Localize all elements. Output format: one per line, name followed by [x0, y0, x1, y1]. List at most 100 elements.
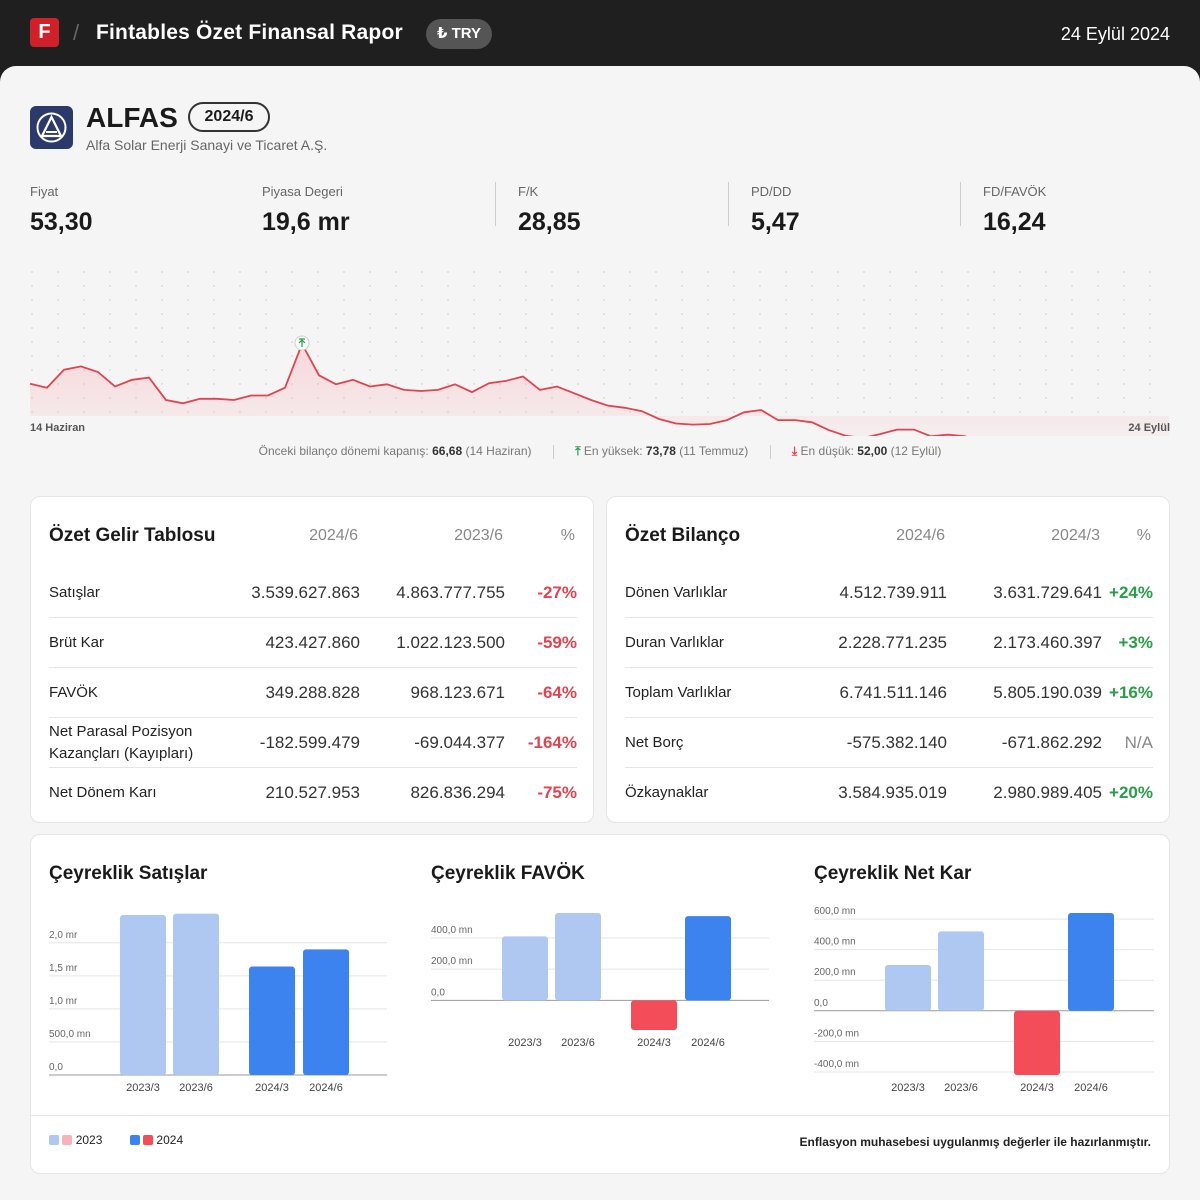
grid-dot: [473, 285, 475, 287]
grid-dot: [889, 383, 891, 385]
metric-value: 28,85: [518, 208, 581, 236]
bar[interactable]: [120, 914, 166, 1075]
quarterly-sales-chart[interactable]: 0,0 500,0 mn 1,0 mr 1,5 mr 2,0 mr 2023/3 2023/…: [49, 905, 394, 1100]
grid-dot: [863, 299, 865, 301]
bar[interactable]: [631, 1000, 677, 1030]
grid-dot: [395, 299, 397, 301]
high-marker[interactable]: [294, 335, 310, 351]
company-logo: [30, 106, 73, 149]
table-row: Duran Varlıklar 2.228.771.235 2.173.460.…: [625, 618, 1153, 668]
row-value-current: 2.228.771.235: [838, 633, 947, 652]
grid-dot: [187, 355, 189, 357]
grid-dot: [863, 411, 865, 413]
grid-dot: [811, 285, 813, 287]
grid-dot: [161, 369, 163, 371]
grid-dot: [57, 299, 59, 301]
grid-dot: [707, 341, 709, 343]
grid-dot: [1149, 369, 1151, 371]
grid-dot: [265, 271, 267, 273]
grid-dot: [1149, 285, 1151, 287]
grid-dot: [993, 327, 995, 329]
grid-dot: [577, 313, 579, 315]
bar[interactable]: [173, 913, 219, 1075]
grid-dot: [915, 397, 917, 399]
arrow-up-icon: ⤒: [575, 444, 581, 458]
bar[interactable]: [303, 949, 349, 1075]
grid-dot: [655, 327, 657, 329]
bar[interactable]: [938, 931, 984, 1011]
grid-dot: [629, 285, 631, 287]
grid-dot: [551, 285, 553, 287]
grid-dot: [83, 341, 85, 343]
row-change: -75%: [537, 783, 577, 802]
price-line-chart[interactable]: [28, 266, 1173, 436]
grid-dot: [1019, 299, 1021, 301]
fintables-logo[interactable]: F: [30, 18, 59, 47]
grid-dot: [681, 285, 683, 287]
grid-dot: [109, 285, 111, 287]
row-value-current: 3.539.627.863: [251, 583, 360, 602]
grid-dot: [447, 271, 449, 273]
grid-dot: [993, 383, 995, 385]
grid-dot: [1123, 397, 1125, 399]
prev-close-date: (14 Haziran): [465, 444, 532, 458]
grid-dot: [811, 397, 813, 399]
metric-divider: [495, 182, 496, 226]
bar[interactable]: [1014, 1010, 1060, 1075]
grid-dot: [915, 313, 917, 315]
quarterly-ebitda-chart[interactable]: 0,0 200,0 mn 400,0 mn 2023/3 2023/6 2024/3 202…: [431, 905, 776, 1100]
grid-dot: [733, 411, 735, 413]
grid-dot: [759, 271, 761, 273]
grid-dot: [785, 383, 787, 385]
grid-dot: [31, 299, 33, 301]
legend-label-2023: 2023: [75, 1133, 103, 1147]
grid-dot: [291, 327, 293, 329]
grid-dot: [291, 285, 293, 287]
grid-dot: [1123, 369, 1125, 371]
grid-dot: [577, 355, 579, 357]
row-value-previous: -69.044.377: [414, 733, 505, 752]
grid-dot: [577, 383, 579, 385]
grid-dot: [343, 285, 345, 287]
top-bar: F / Fintables Özet Finansal Rapor ₺ TRY …: [0, 0, 1200, 66]
grid-dot: [31, 341, 33, 343]
x-tick-label: 2024/6: [691, 1037, 725, 1049]
metric-ev-ebitda: FD/FAVÖK 16,24: [983, 184, 1046, 237]
grid-dot: [1019, 313, 1021, 315]
grid-dot: [395, 313, 397, 315]
row-change: +24%: [1109, 583, 1153, 602]
period-badge: 2024/6: [188, 102, 270, 132]
quarterly-net-profit-chart[interactable]: -400,0 mn -200,0 mn 0,0 200,0 mn 400,0 mn 600…: [814, 905, 1159, 1100]
bar[interactable]: [502, 936, 548, 1001]
grid-dot: [421, 383, 423, 385]
bar[interactable]: [1068, 913, 1114, 1011]
grid-dot: [941, 327, 943, 329]
col-header-percent: %: [1136, 527, 1151, 544]
grid-dot: [213, 271, 215, 273]
bar[interactable]: [555, 913, 601, 1001]
row-value-current: 3.584.935.019: [838, 783, 947, 802]
grid-dot: [837, 271, 839, 273]
grid-dot: [369, 299, 371, 301]
grid-dot: [395, 383, 397, 385]
grid-dot: [265, 341, 267, 343]
col-header-current: 2024/6: [896, 527, 945, 544]
currency-badge[interactable]: ₺ TRY: [426, 19, 492, 49]
grid-dot: [837, 383, 839, 385]
grid-dot: [1123, 313, 1125, 315]
grid-dot: [265, 327, 267, 329]
grid-dot: [161, 355, 163, 357]
x-tick-label: 2024/3: [255, 1082, 289, 1094]
grid-dot: [551, 271, 553, 273]
grid-dot: [629, 299, 631, 301]
grid-dot: [655, 271, 657, 273]
grid-dot: [811, 299, 813, 301]
bar[interactable]: [685, 916, 731, 1001]
grid-dot: [57, 313, 59, 315]
row-name: Toplam Varlıklar: [625, 684, 732, 701]
bar[interactable]: [885, 964, 931, 1011]
bar[interactable]: [249, 966, 295, 1075]
row-value-current: 210.527.953: [265, 783, 360, 802]
grid-dot: [629, 397, 631, 399]
grid-dot: [1019, 355, 1021, 357]
